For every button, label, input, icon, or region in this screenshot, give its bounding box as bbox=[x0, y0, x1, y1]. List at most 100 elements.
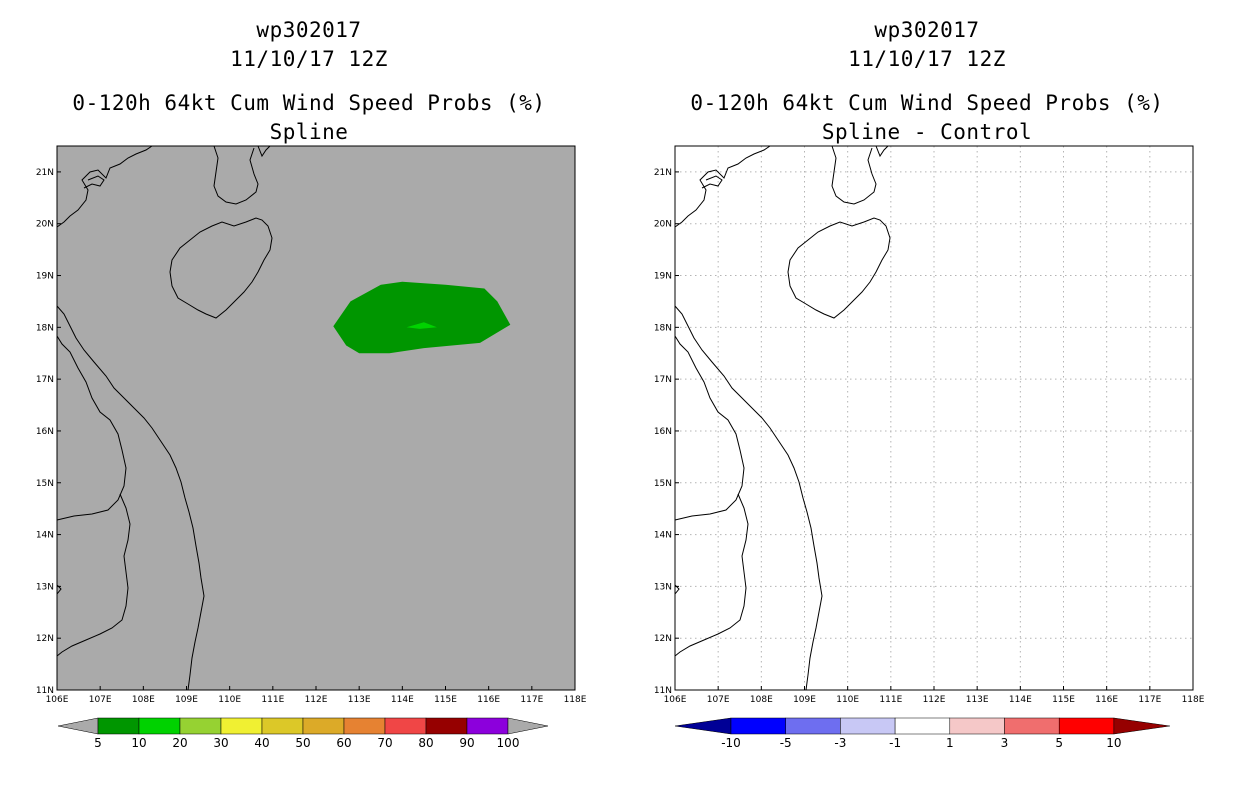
lon-tick-label: 113E bbox=[348, 695, 371, 705]
colorbar-segment bbox=[220, 717, 263, 735]
colorbar-segment bbox=[466, 717, 509, 735]
colorbar-label: 1 bbox=[946, 736, 954, 750]
lon-tick-label: 118E bbox=[564, 695, 587, 705]
colorbar-high-arrow bbox=[1113, 717, 1170, 735]
lon-tick-label: 112E bbox=[923, 695, 946, 705]
colorbar-segment bbox=[384, 717, 427, 735]
difference-panel: wp302017 11/10/17 12Z 0-120h 64kt Cum Wi… bbox=[618, 0, 1236, 800]
colorbar-segment bbox=[261, 717, 304, 735]
lat-tick-label: 16N bbox=[36, 427, 54, 437]
product-title: 0-120h 64kt Cum Wind Speed Probs (%) bbox=[72, 91, 546, 115]
lat-tick-label: 13N bbox=[36, 582, 54, 592]
gridlines bbox=[675, 146, 1193, 690]
lat-tick-label: 17N bbox=[36, 375, 54, 385]
product-title: 0-120h 64kt Cum Wind Speed Probs (%) bbox=[690, 91, 1164, 115]
colorbar-label: 5 bbox=[94, 736, 102, 750]
lon-tick-label: 111E bbox=[879, 695, 902, 705]
colorbar-label: 70 bbox=[377, 736, 392, 750]
lat-tick-label: 21N bbox=[36, 168, 54, 178]
lon-tick-label: 118E bbox=[1182, 695, 1205, 705]
coastline bbox=[674, 335, 745, 521]
colorbar-segment bbox=[840, 717, 896, 735]
datetime-title: 11/10/17 12Z bbox=[230, 47, 388, 71]
lon-tick-label: 109E bbox=[175, 695, 198, 705]
colorbar-segment bbox=[785, 717, 841, 735]
lon-tick-label: 112E bbox=[305, 695, 328, 705]
hainan-island bbox=[169, 217, 273, 319]
colorbar-segment bbox=[97, 717, 140, 735]
lat-tick-label: 20N bbox=[36, 220, 54, 230]
colorbar-high-arrow bbox=[507, 717, 549, 735]
colorbar-segment bbox=[179, 717, 222, 735]
coastlines bbox=[674, 145, 891, 691]
coastline bbox=[56, 305, 205, 691]
colorbar-label: 5 bbox=[1055, 736, 1063, 750]
lat-tick-label: 14N bbox=[654, 531, 672, 541]
colorbar-label: 100 bbox=[497, 736, 520, 750]
colorbar-low-arrow bbox=[57, 717, 99, 735]
lat-tick-label: 11N bbox=[36, 686, 54, 696]
panel-subtitle: Spline - Control bbox=[821, 120, 1033, 144]
colorbar-label: -3 bbox=[834, 736, 846, 750]
colorbar-segment bbox=[949, 717, 1005, 735]
colorbar-segment bbox=[302, 717, 345, 735]
lon-tick-label: 116E bbox=[477, 695, 500, 705]
colorbar-label: -10 bbox=[721, 736, 741, 750]
hainan-island bbox=[787, 217, 891, 319]
coastline bbox=[875, 145, 889, 158]
lat-tick-label: 14N bbox=[36, 531, 54, 541]
lat-tick-label: 19N bbox=[36, 272, 54, 282]
coastline bbox=[56, 493, 131, 657]
colorbar: 5 10 20 30 40 50 60 70 80 90 100 bbox=[57, 717, 549, 750]
colorbar-segment bbox=[425, 717, 468, 735]
lon-tick-label: 115E bbox=[434, 695, 457, 705]
colorbar-segment bbox=[1004, 717, 1060, 735]
lat-tick-label: 11N bbox=[654, 686, 672, 696]
spline-map: 106E 107E 108E 109E 110E 111E 112E 113E 114E 115E… bbox=[36, 145, 587, 750]
lat-tick-label: 15N bbox=[36, 479, 54, 489]
colorbar-label: 40 bbox=[254, 736, 269, 750]
lon-tick-label: 107E bbox=[89, 695, 112, 705]
coastline bbox=[674, 305, 823, 691]
lat-tick-label: 12N bbox=[654, 634, 672, 644]
map-background bbox=[675, 146, 1193, 690]
prob-contour-10pct bbox=[406, 322, 437, 329]
lon-tick-label: 109E bbox=[793, 695, 816, 705]
coastline bbox=[831, 145, 877, 205]
colorbar-label: -5 bbox=[780, 736, 792, 750]
lat-tick-label: 13N bbox=[654, 582, 672, 592]
colorbar-label: 90 bbox=[459, 736, 474, 750]
lat-tick-label: 20N bbox=[654, 220, 672, 230]
colorbar-label: 3 bbox=[1001, 736, 1009, 750]
datetime-title: 11/10/17 12Z bbox=[848, 47, 1006, 71]
colorbar-segment bbox=[730, 717, 786, 735]
panel-subtitle: Spline bbox=[269, 120, 349, 144]
colorbar-low-arrow bbox=[674, 717, 732, 735]
lon-tick-label: 114E bbox=[1009, 695, 1032, 705]
colorbar-segment bbox=[894, 717, 951, 735]
lon-tick-label: 110E bbox=[836, 695, 859, 705]
colorbar-label: 50 bbox=[295, 736, 310, 750]
lon-tick-label: 107E bbox=[707, 695, 730, 705]
coastline bbox=[83, 175, 105, 189]
lon-tick-label: 111E bbox=[261, 695, 284, 705]
lon-tick-label: 117E bbox=[1138, 695, 1161, 705]
lon-tick-label: 110E bbox=[218, 695, 241, 705]
lon-tick-label: 106E bbox=[664, 695, 687, 705]
lat-tick-label: 16N bbox=[654, 427, 672, 437]
spline-panel: wp302017 11/10/17 12Z 0-120h 64kt Cum Wi… bbox=[36, 18, 587, 750]
colorbar-label: 80 bbox=[418, 736, 433, 750]
lat-tick-label: 15N bbox=[654, 479, 672, 489]
lon-tick-label: 115E bbox=[1052, 695, 1075, 705]
colorbar-label: 60 bbox=[336, 736, 351, 750]
lon-tick-label: 117E bbox=[520, 695, 543, 705]
lat-tick-label: 18N bbox=[36, 323, 54, 333]
lat-tick-label: 19N bbox=[654, 272, 672, 282]
colorbar: -10 -5 -3 -1 1 3 5 10 bbox=[674, 717, 1170, 750]
lat-tick-label: 17N bbox=[654, 375, 672, 385]
map-background bbox=[57, 146, 575, 690]
difference-map: 106E 107E 108E 109E 110E 111E 112E 113E 114E 115E… bbox=[654, 145, 1205, 750]
lon-tick-label: 116E bbox=[1095, 695, 1118, 705]
storm-id-title: wp302017 bbox=[256, 18, 362, 42]
lat-tick-label: 12N bbox=[36, 634, 54, 644]
